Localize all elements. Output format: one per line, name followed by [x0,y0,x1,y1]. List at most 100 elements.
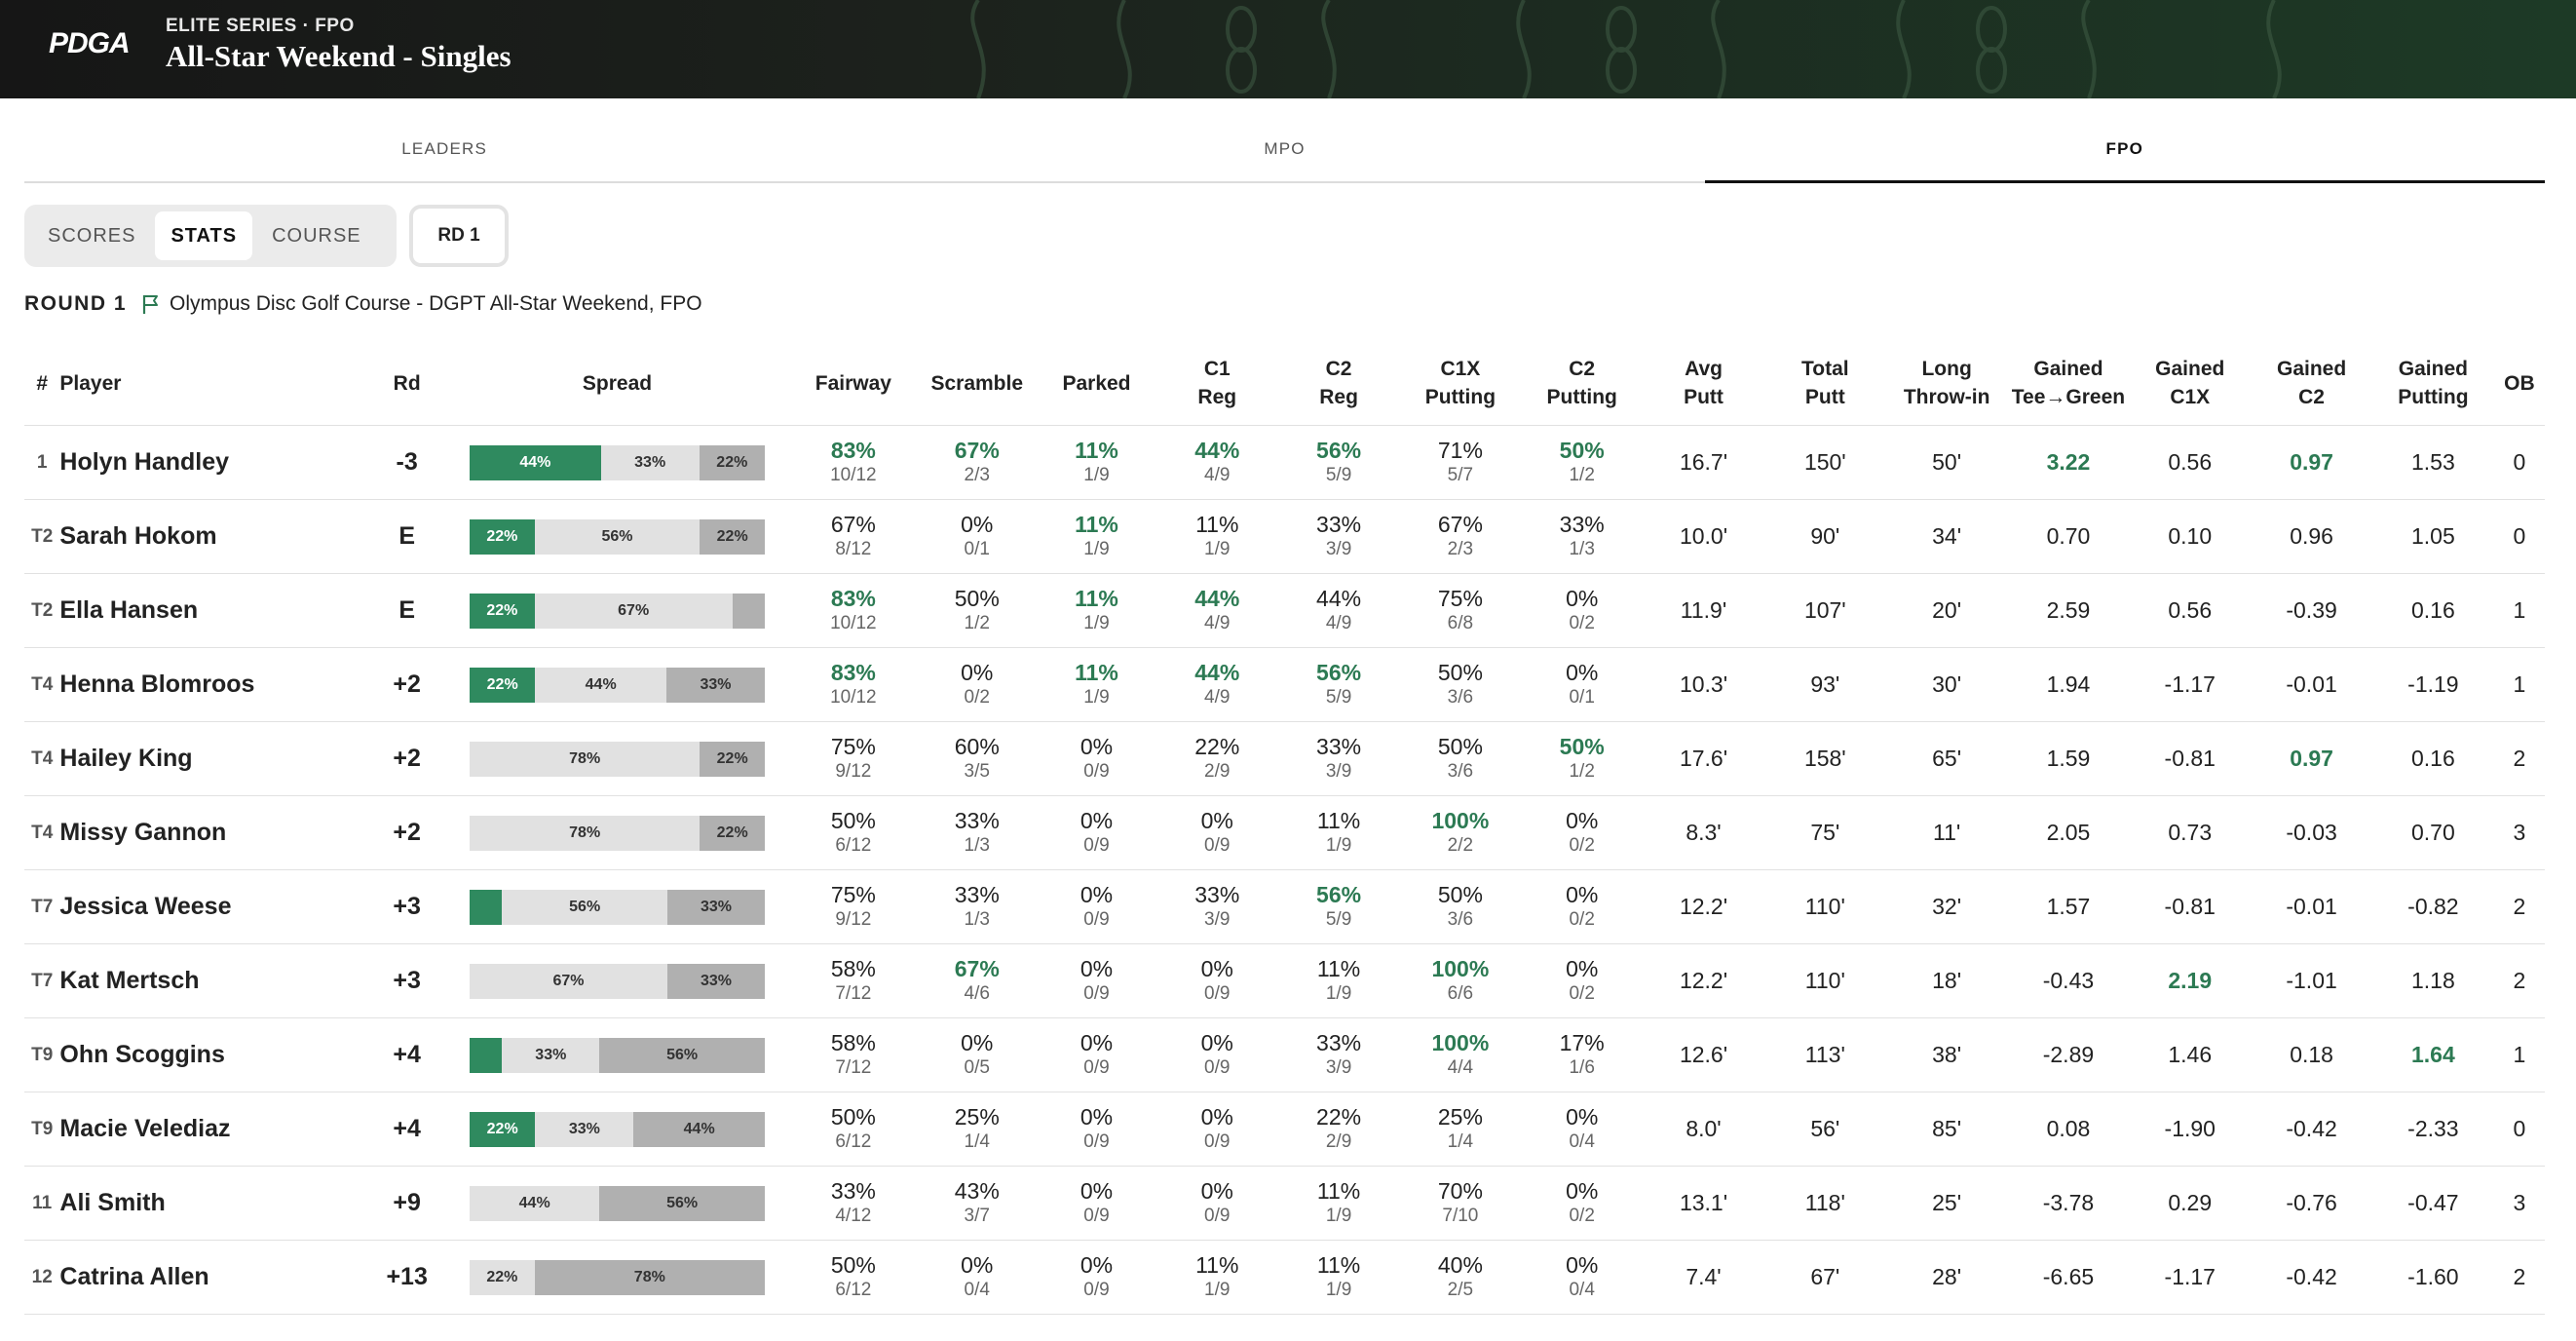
c1-reg-stat: 44% 4/9 [1155,573,1278,648]
event-title: All-Star Weekend - Singles [166,39,511,73]
column-header-gained-c1x[interactable]: Gained C1X [2155,358,2225,408]
c1x-putting-stat: 100% 6/6 [1399,943,1522,1018]
column-header-c2-reg[interactable]: C2 Reg [1319,358,1358,408]
long-throw-in: 11' [1885,795,2008,870]
column-header-long-throw-in[interactable]: Long Throw-in [1903,358,1990,408]
column-header-fairway[interactable]: Fairway [814,371,891,395]
column-header-spread[interactable]: Spread [582,371,653,395]
scramble-stat: 43% 3/7 [917,1166,1038,1241]
column-header-gained-putting[interactable]: Gained Putting [2398,358,2469,408]
ob-count: 2 [2493,1240,2545,1315]
c2-putting-stat: 0% 0/4 [1521,1240,1644,1315]
gained-tee-green: -3.78 [2007,1166,2130,1241]
spread-bar: 33% 56% [470,1037,765,1073]
position: 11 [24,1166,60,1241]
spread-par-segment: 33% [535,1111,634,1147]
tab-mpo[interactable]: MPO [1264,139,1306,158]
column-header-c1x-putting[interactable]: C1X Putting [1424,358,1496,408]
player-name[interactable]: Missy Gannon [59,795,369,870]
ob-count: 2 [2493,869,2545,944]
position: T7 [24,943,60,1018]
column-header-ob[interactable]: OB [2504,371,2535,395]
scramble-stat: 0% 0/1 [917,499,1038,574]
avg-putt: 11.9' [1643,573,1764,648]
tab-leaders[interactable]: LEADERS [401,139,488,158]
table-row[interactable]: 1 Holyn Handley -3 44% 33% 22% 83% 10/12 67% 2/3 1… [24,425,2545,500]
stats-table: # Player Rd Spread Fairway Scramble Parked C1 Re… [24,341,2545,1315]
player-name[interactable]: Ohn Scoggins [59,1017,369,1092]
player-name[interactable]: Ali Smith [59,1166,369,1241]
spread-cell: 22% 56% 22% [444,499,790,574]
table-row[interactable]: T4 Henna Blomroos +2 22% 44% 33% 83% 10/12 0% 0/2… [24,647,2545,722]
spread-par-segment: 44% [535,667,666,703]
table-row[interactable]: T2 Sarah Hokom E 22% 56% 22% 67% 8/12 0% 0/1 11% 1/… [24,499,2545,574]
course-link[interactable]: Olympus Disc Golf Course - DGPT All-Star… [170,292,702,315]
gained-putting: 0.16 [2371,721,2494,796]
fairway-stat: 75% 9/12 [789,869,918,944]
scramble-stat: 0% 0/4 [917,1240,1038,1315]
player-name[interactable]: Kat Mertsch [59,943,369,1018]
column-header-[interactable]: # [36,371,49,395]
table-row[interactable]: T9 Ohn Scoggins +4 33% 56% 58% 7/12 0% 0/5 0% 0/9 0… [24,1017,2545,1092]
gained-c2: 0.97 [2251,425,2372,500]
column-header-parked[interactable]: Parked [1062,371,1131,395]
column-header-avg-putt[interactable]: Avg Putt [1684,358,1724,408]
gained-c2: -1.01 [2251,943,2372,1018]
player-name[interactable]: Henna Blomroos [59,647,369,722]
gained-tee-green: 0.70 [2007,499,2130,574]
column-header-rd[interactable]: Rd [393,371,421,395]
c2-reg-stat: 56% 5/9 [1277,869,1400,944]
table-row[interactable]: T7 Jessica Weese +3 56% 33% 75% 9/12 33% 1/3 0% 0/… [24,869,2545,944]
background-chain-pattern [970,0,2282,98]
table-row[interactable]: T4 Hailey King +2 78% 22% 75% 9/12 60% 3/5 0% 0/9 2… [24,721,2545,796]
column-header-scramble[interactable]: Scramble [930,371,1024,395]
total-putt: 113' [1763,1017,1886,1092]
column-header-c1-reg[interactable]: C1 Reg [1197,358,1237,408]
spread-bar: 44% 56% [470,1185,765,1221]
player-name[interactable]: Holyn Handley [59,425,369,500]
table-row[interactable]: T7 Kat Mertsch +3 67% 33% 58% 7/12 67% 4/6 0% 0/9 0… [24,943,2545,1018]
total-putt: 110' [1763,869,1886,944]
c1x-putting-stat: 50% 3/6 [1399,647,1522,722]
column-header-total-putt[interactable]: Total Putt [1801,358,1849,408]
view-scores-button[interactable]: SCORES [48,225,136,247]
spread-par-segment: 78% [470,815,701,851]
gained-c2: -0.42 [2251,1240,2372,1315]
table-row[interactable]: 11 Ali Smith +9 44% 56% 33% 4/12 43% 3/7 0% 0/9 0% 0… [24,1166,2545,1241]
c1x-putting-stat: 70% 7/10 [1399,1166,1522,1241]
table-row[interactable]: T2 Ella Hansen E 22% 67% 83% 10/12 50% 1/2 11% 1/9… [24,573,2545,648]
player-name[interactable]: Macie Velediaz [59,1092,369,1167]
spread-cell: 22% 78% [444,1240,790,1315]
c2-reg-stat: 33% 3/9 [1277,499,1400,574]
player-name[interactable]: Catrina Allen [59,1240,369,1315]
table-row[interactable]: T9 Macie Velediaz +4 22% 33% 44% 50% 6/12 25% 1/4… [24,1092,2545,1167]
table-row[interactable]: 12 Catrina Allen +13 22% 78% 50% 6/12 0% 0/4 0% 0/… [24,1240,2545,1315]
player-name[interactable]: Ella Hansen [59,573,369,648]
pdga-logo[interactable]: PDGA [49,27,131,59]
spread-bogey-segment: 78% [534,1259,765,1295]
avg-putt: 12.2' [1643,869,1764,944]
column-header-gained-tee-green[interactable]: Gained Tee→Green [2011,358,2126,408]
spread-bar: 22% 78% [470,1259,765,1295]
spread-bogey-segment: 33% [667,963,765,999]
round-selector-button[interactable]: RD 1 [409,205,509,267]
column-header-gained-c2[interactable]: Gained C2 [2276,358,2347,408]
view-stats-button[interactable]: STATS [155,211,253,260]
table-row[interactable]: T4 Missy Gannon +2 78% 22% 50% 6/12 33% 1/3 0% 0/9… [24,795,2545,870]
gained-c1x: 0.56 [2129,573,2252,648]
tab-fpo[interactable]: FPO [1704,127,2546,183]
c2-reg-stat: 11% 1/9 [1277,1166,1400,1241]
player-name[interactable]: Hailey King [59,721,369,796]
column-header-c2-putting[interactable]: C2 Putting [1546,358,1617,408]
spread-cell: 78% 22% [444,795,790,870]
gained-tee-green: 3.22 [2007,425,2130,500]
player-name[interactable]: Jessica Weese [59,869,369,944]
view-course-button[interactable]: COURSE [272,225,361,247]
spread-bogey-segment: 22% [700,518,765,555]
player-name[interactable]: Sarah Hokom [59,499,369,574]
column-header-player[interactable]: Player [59,371,122,395]
scramble-stat: 67% 4/6 [917,943,1038,1018]
gained-tee-green: 1.57 [2007,869,2130,944]
round-score: +2 [368,647,445,722]
long-throw-in: 30' [1885,647,2008,722]
